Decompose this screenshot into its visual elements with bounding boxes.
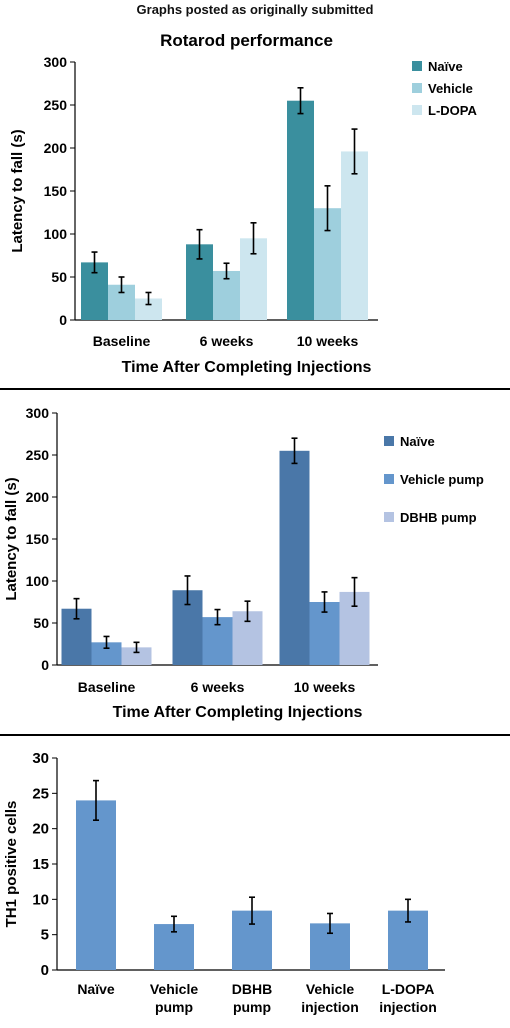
bar: [91, 642, 122, 665]
y-tick-label: 25: [32, 785, 49, 802]
rotarod-chart: Rotarod performance 0 50 100 150 200 250 300 Lat…: [9, 31, 477, 376]
rotarod-chart-panel: Rotarod performance 0 50 100 150 200 250 300 Lat…: [0, 22, 510, 382]
y-tick-label: 0: [41, 962, 49, 979]
legend-label: L-DOPA: [428, 103, 477, 118]
y-tick-label: 5: [41, 927, 49, 944]
y-tick-label: 50: [33, 615, 49, 631]
y-axis-label: TH1 positive cells: [3, 801, 20, 928]
y-tick-label: 0: [41, 657, 49, 673]
legend-label: Naïve: [428, 59, 463, 74]
x-category-label: Vehicle pump: [150, 981, 198, 1015]
x-category-label: 10 weeks: [297, 333, 359, 349]
x-category-label: Naïve: [77, 981, 115, 997]
x-category-label: DBHB pump: [232, 981, 272, 1015]
th1-cells-chart: 0 5 10 15 20 25 30 TH1 positive cells Naïve Vehic…: [3, 750, 445, 1015]
bar: [135, 298, 162, 320]
bar: [121, 647, 152, 665]
bar: [341, 151, 368, 320]
bar: [287, 100, 314, 320]
y-tick-label: 0: [59, 312, 67, 328]
x-axis-label: Time After Completing Injections: [122, 359, 372, 376]
y-tick-label: 300: [26, 405, 50, 421]
legend-swatch: [412, 61, 422, 71]
y-tick-label: 100: [26, 573, 50, 589]
x-category-label: 10 weeks: [294, 679, 356, 695]
y-tick-label: 200: [26, 489, 50, 505]
x-category-label: 6 weeks: [200, 333, 254, 349]
y-tick-label: 250: [44, 97, 68, 113]
x-category-label: Vehicle injection: [301, 981, 359, 1015]
legend-label: Naïve: [400, 434, 435, 449]
panel-divider: [0, 388, 510, 390]
legend-label: Vehicle: [428, 81, 473, 96]
y-tick-label: 100: [44, 226, 68, 242]
chart-title: Rotarod performance: [160, 31, 333, 50]
bar: [76, 800, 116, 970]
y-tick-label: 50: [51, 269, 67, 285]
y-tick-label: 300: [44, 54, 68, 70]
y-tick-label: 30: [32, 750, 49, 767]
x-category-label: Baseline: [78, 679, 136, 695]
panel-divider: [0, 734, 510, 736]
legend-swatch: [384, 474, 394, 484]
y-tick-label: 15: [32, 856, 49, 873]
legend-swatch: [412, 105, 422, 115]
legend-swatch: [412, 83, 422, 93]
y-tick-label: 150: [44, 183, 68, 199]
y-axis-label: Latency to fall (s): [3, 477, 20, 600]
pump-chart-panel: 0 50 100 150 200 250 300 Latency to fall (s) Bas…: [0, 395, 510, 730]
page-header: Graphs posted as originally submitted: [136, 2, 374, 17]
legend-swatch: [384, 436, 394, 446]
bar: [279, 450, 310, 665]
y-tick-label: 10: [32, 891, 49, 908]
pump-latency-chart: 0 50 100 150 200 250 300 Latency to fall (s) Bas…: [3, 405, 484, 721]
legend-swatch: [384, 512, 394, 522]
x-category-label: 6 weeks: [191, 679, 245, 695]
y-axis-label: Latency to fall (s): [9, 129, 26, 252]
x-category-label: L-DOPA injection: [379, 981, 437, 1015]
legend-label: Vehicle pump: [400, 472, 484, 487]
x-category-label: Baseline: [93, 333, 151, 349]
y-tick-label: 150: [26, 531, 50, 547]
y-tick-label: 20: [32, 821, 49, 838]
y-tick-label: 250: [26, 447, 50, 463]
y-tick-label: 200: [44, 140, 68, 156]
th1-chart-panel: 0 5 10 15 20 25 30 TH1 positive cells Naïve Vehic…: [0, 740, 510, 1028]
x-axis-label: Time After Completing Injections: [113, 704, 363, 721]
legend-label: DBHB pump: [400, 510, 477, 525]
